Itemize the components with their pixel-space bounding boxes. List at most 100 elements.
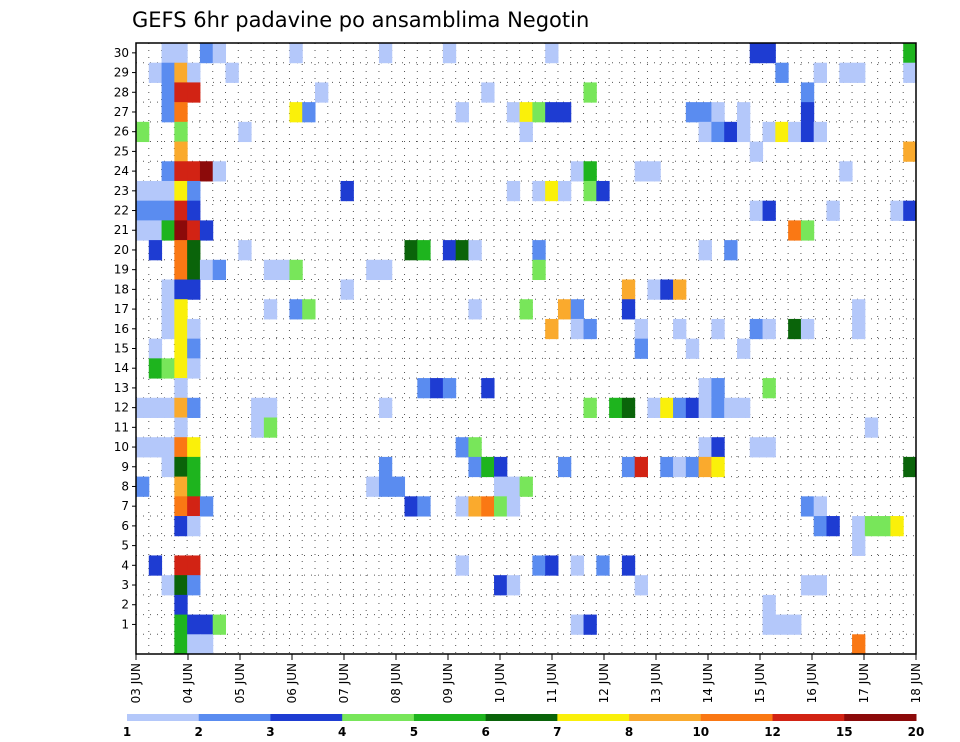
heatmap-cell	[174, 378, 188, 399]
heatmap-cell	[545, 102, 559, 123]
heatmap-cell	[212, 161, 227, 182]
heatmap-cell	[315, 82, 329, 103]
y-tick-label: 25	[114, 144, 129, 158]
heatmap-cell	[545, 318, 559, 340]
heatmap-cell	[762, 614, 776, 635]
heatmap-cell	[788, 614, 802, 635]
heatmap-cell	[161, 456, 175, 478]
heatmap-cell	[864, 516, 879, 537]
heatmap-cell	[148, 555, 163, 576]
heatmap-cell	[161, 299, 175, 320]
heatmap-cell	[852, 318, 866, 340]
heatmap-cell	[749, 141, 764, 162]
heatmap-cell	[302, 102, 316, 123]
y-tick-label: 10	[114, 440, 129, 454]
heatmap-cell	[660, 397, 674, 418]
heatmap-cell	[187, 575, 201, 596]
colorbar-segment	[844, 714, 917, 721]
heatmap-cell	[903, 141, 917, 162]
y-axis-ticks: 1234567891011121314151617181920212223242…	[114, 46, 136, 631]
heatmap-cell	[826, 200, 840, 221]
y-tick-label: 5	[121, 539, 129, 553]
heatmap-cell	[148, 240, 163, 261]
heatmap-cell	[148, 62, 163, 83]
heatmap-cell	[174, 161, 188, 182]
heatmap-cell	[788, 220, 802, 241]
heatmap-cell	[263, 259, 278, 281]
heatmap-cell	[187, 634, 201, 655]
heatmap-cell	[736, 397, 751, 418]
heatmap-cell	[187, 437, 201, 458]
heatmap-cell	[698, 240, 712, 261]
heatmap-cell	[161, 43, 175, 64]
heatmap-cell	[634, 575, 648, 596]
heatmap-cell	[545, 180, 559, 202]
heatmap-cell	[302, 299, 316, 320]
y-tick-label: 28	[114, 85, 129, 99]
heatmap-cell	[519, 102, 533, 123]
heatmap-cell	[698, 102, 712, 123]
heatmap-cell	[161, 437, 175, 458]
heatmap-cell	[378, 476, 393, 497]
colorbar-label: 3	[266, 725, 274, 739]
heatmap-cell	[174, 259, 188, 281]
heatmap-cell	[775, 121, 789, 143]
heatmap-cell	[161, 358, 175, 379]
x-tick-label: 17 JUN	[857, 663, 871, 703]
y-tick-label: 24	[114, 164, 129, 178]
heatmap-cell	[685, 397, 700, 418]
heatmap-cell	[519, 299, 533, 320]
y-tick-label: 6	[121, 519, 129, 533]
y-tick-label: 18	[114, 282, 129, 296]
heatmap-cell	[455, 240, 469, 261]
heatmap-cell	[161, 62, 175, 83]
heatmap-cell	[711, 102, 725, 123]
heatmap-cell	[199, 161, 214, 182]
y-tick-label: 21	[114, 223, 129, 237]
heatmap-cell	[532, 555, 546, 576]
x-tick-label: 07 JUN	[337, 663, 351, 703]
heatmap-cell	[136, 397, 150, 418]
colorbar-segment	[629, 714, 702, 721]
heatmap-cell	[136, 476, 150, 497]
colorbar-label: 7	[553, 725, 561, 739]
heatmap-cell	[136, 121, 150, 143]
heatmap-cell	[711, 437, 725, 458]
heatmap-cell	[749, 43, 764, 64]
heatmap-cell	[174, 516, 188, 537]
heatmap-cell	[468, 240, 482, 261]
heatmap-cell	[199, 220, 214, 241]
colorbar-label: 12	[764, 725, 781, 739]
heatmap-cell	[903, 200, 917, 221]
heatmap-cell	[187, 358, 201, 379]
heatmap-cell	[187, 476, 201, 497]
heatmap-cell	[890, 516, 904, 537]
y-tick-label: 8	[121, 479, 129, 493]
colorbar-legend: 1 2 3 4 5 6 7 8 10 12 15 20	[123, 714, 924, 739]
heatmap-cell	[430, 378, 444, 399]
heatmap-cell	[289, 43, 303, 64]
heatmap-cell	[340, 279, 354, 300]
heatmap-cell	[813, 496, 827, 517]
heatmap-cell	[711, 397, 725, 418]
heatmap-cell	[673, 397, 687, 418]
heatmap-cell	[161, 161, 175, 182]
heatmap-cell	[736, 338, 751, 359]
heatmap-cell	[187, 259, 201, 281]
heatmap-cell	[890, 200, 904, 221]
colorbar-segment	[772, 714, 845, 721]
heatmap-cell	[762, 594, 776, 616]
heatmap-cell	[621, 456, 636, 478]
heatmap-cell	[187, 240, 201, 261]
heatmap-cell	[187, 161, 201, 182]
heatmap-cell	[698, 456, 712, 478]
heatmap-cell	[174, 240, 188, 261]
heatmap-cell	[417, 378, 431, 399]
heatmap-cell	[455, 555, 469, 576]
heatmap-cell	[673, 318, 687, 340]
heatmap-cell	[532, 259, 546, 281]
heatmap-cell	[289, 299, 303, 320]
heatmap-cell	[161, 318, 175, 340]
heatmap-cell	[903, 43, 917, 64]
x-tick-label: 09 JUN	[441, 663, 455, 703]
